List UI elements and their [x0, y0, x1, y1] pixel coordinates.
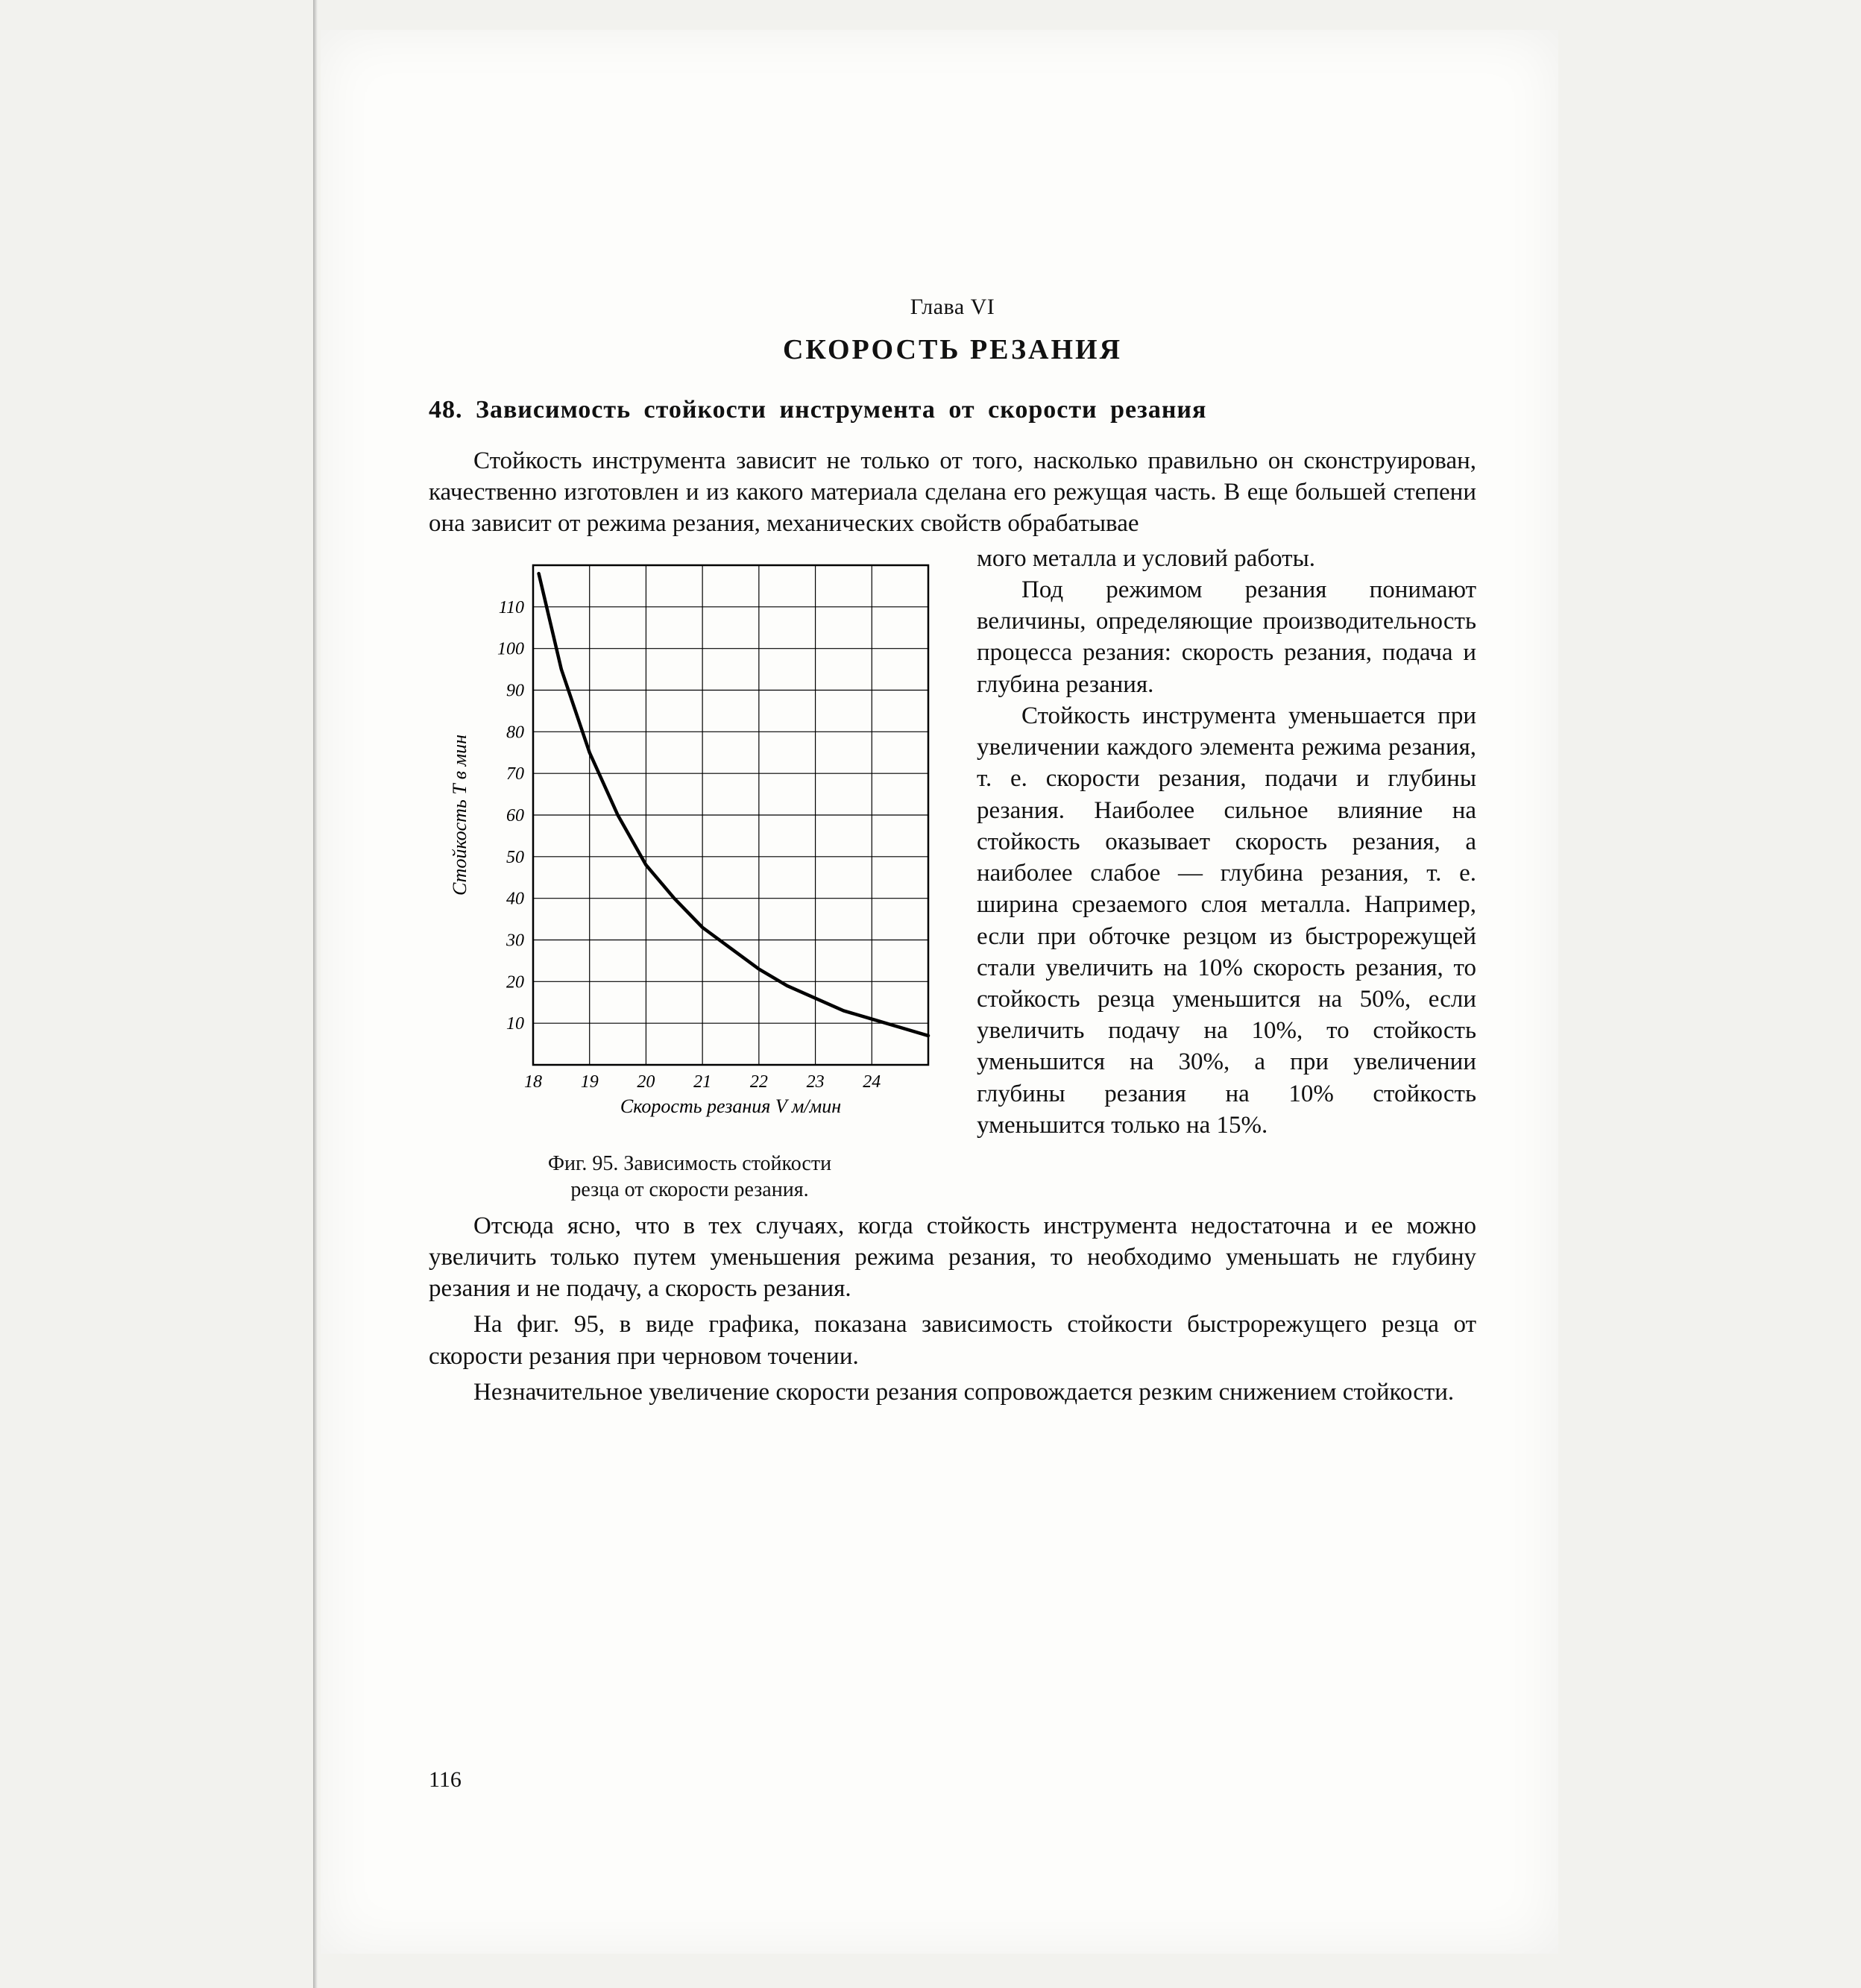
- page-number: 116: [429, 1767, 462, 1793]
- svg-text:30: 30: [506, 931, 524, 950]
- svg-text:22: 22: [750, 1072, 768, 1092]
- svg-text:90: 90: [506, 681, 524, 700]
- figure-caption: Фиг. 95. Зависимость стойкости резца от …: [429, 1151, 951, 1203]
- svg-text:100: 100: [497, 639, 524, 658]
- scan-gutter-shadow: [313, 0, 318, 1988]
- figure-text-wrap: 10 20 30 40 50 60 70 80 90 100 110 18 19 20 21 22 23 24 Ск…: [429, 543, 1476, 1141]
- svg-text:21: 21: [693, 1072, 711, 1092]
- svg-text:20: 20: [637, 1072, 655, 1092]
- paragraph-conclusion-1: Отсюда ясно, что в тех случаях, когда ст…: [429, 1210, 1476, 1305]
- paragraph-lead: Стойкость инструмента зависит не только …: [429, 445, 1476, 540]
- svg-text:110: 110: [499, 598, 524, 617]
- svg-text:19: 19: [581, 1072, 599, 1092]
- svg-text:24: 24: [863, 1072, 881, 1092]
- svg-text:20: 20: [506, 972, 524, 992]
- figure-95: 10 20 30 40 50 60 70 80 90 100 110 18 19 20 21 22 23 24 Ск…: [429, 550, 951, 1203]
- svg-text:10: 10: [506, 1014, 524, 1034]
- svg-text:70: 70: [506, 764, 524, 784]
- svg-text:Скорость резания V м/мин: Скорость резания V м/мин: [620, 1095, 841, 1117]
- paragraph-conclusion-3: Незначительное увеличение скорости резан…: [429, 1377, 1476, 1408]
- figure-caption-line2: резца от скорости резания.: [570, 1178, 808, 1201]
- chapter-title: СКОРОСТЬ РЕЗАНИЯ: [429, 333, 1476, 366]
- chart-tool-life-vs-speed: 10 20 30 40 50 60 70 80 90 100 110 18 19 20 21 22 23 24 Ск…: [429, 550, 951, 1132]
- svg-text:80: 80: [506, 723, 524, 742]
- paragraph-conclusion-2: На фиг. 95, в виде графика, показана зав…: [429, 1309, 1476, 1371]
- page-content: Глава VI СКОРОСТЬ РЕЗАНИЯ 48. Зависимост…: [429, 295, 1476, 1408]
- scan-surface: Глава VI СКОРОСТЬ РЕЗАНИЯ 48. Зависимост…: [0, 0, 1861, 1988]
- svg-text:60: 60: [506, 806, 524, 825]
- svg-text:Стойкость T в мин: Стойкость T в мин: [449, 735, 470, 896]
- section-heading: 48. Зависимость стойкости инструмента от…: [429, 396, 1476, 424]
- svg-text:40: 40: [506, 889, 524, 908]
- figure-caption-line1: Фиг. 95. Зависимость стойкости: [548, 1152, 831, 1175]
- svg-text:18: 18: [524, 1072, 542, 1092]
- svg-text:23: 23: [807, 1072, 825, 1092]
- svg-text:50: 50: [506, 848, 524, 867]
- chapter-label: Глава VI: [429, 295, 1476, 320]
